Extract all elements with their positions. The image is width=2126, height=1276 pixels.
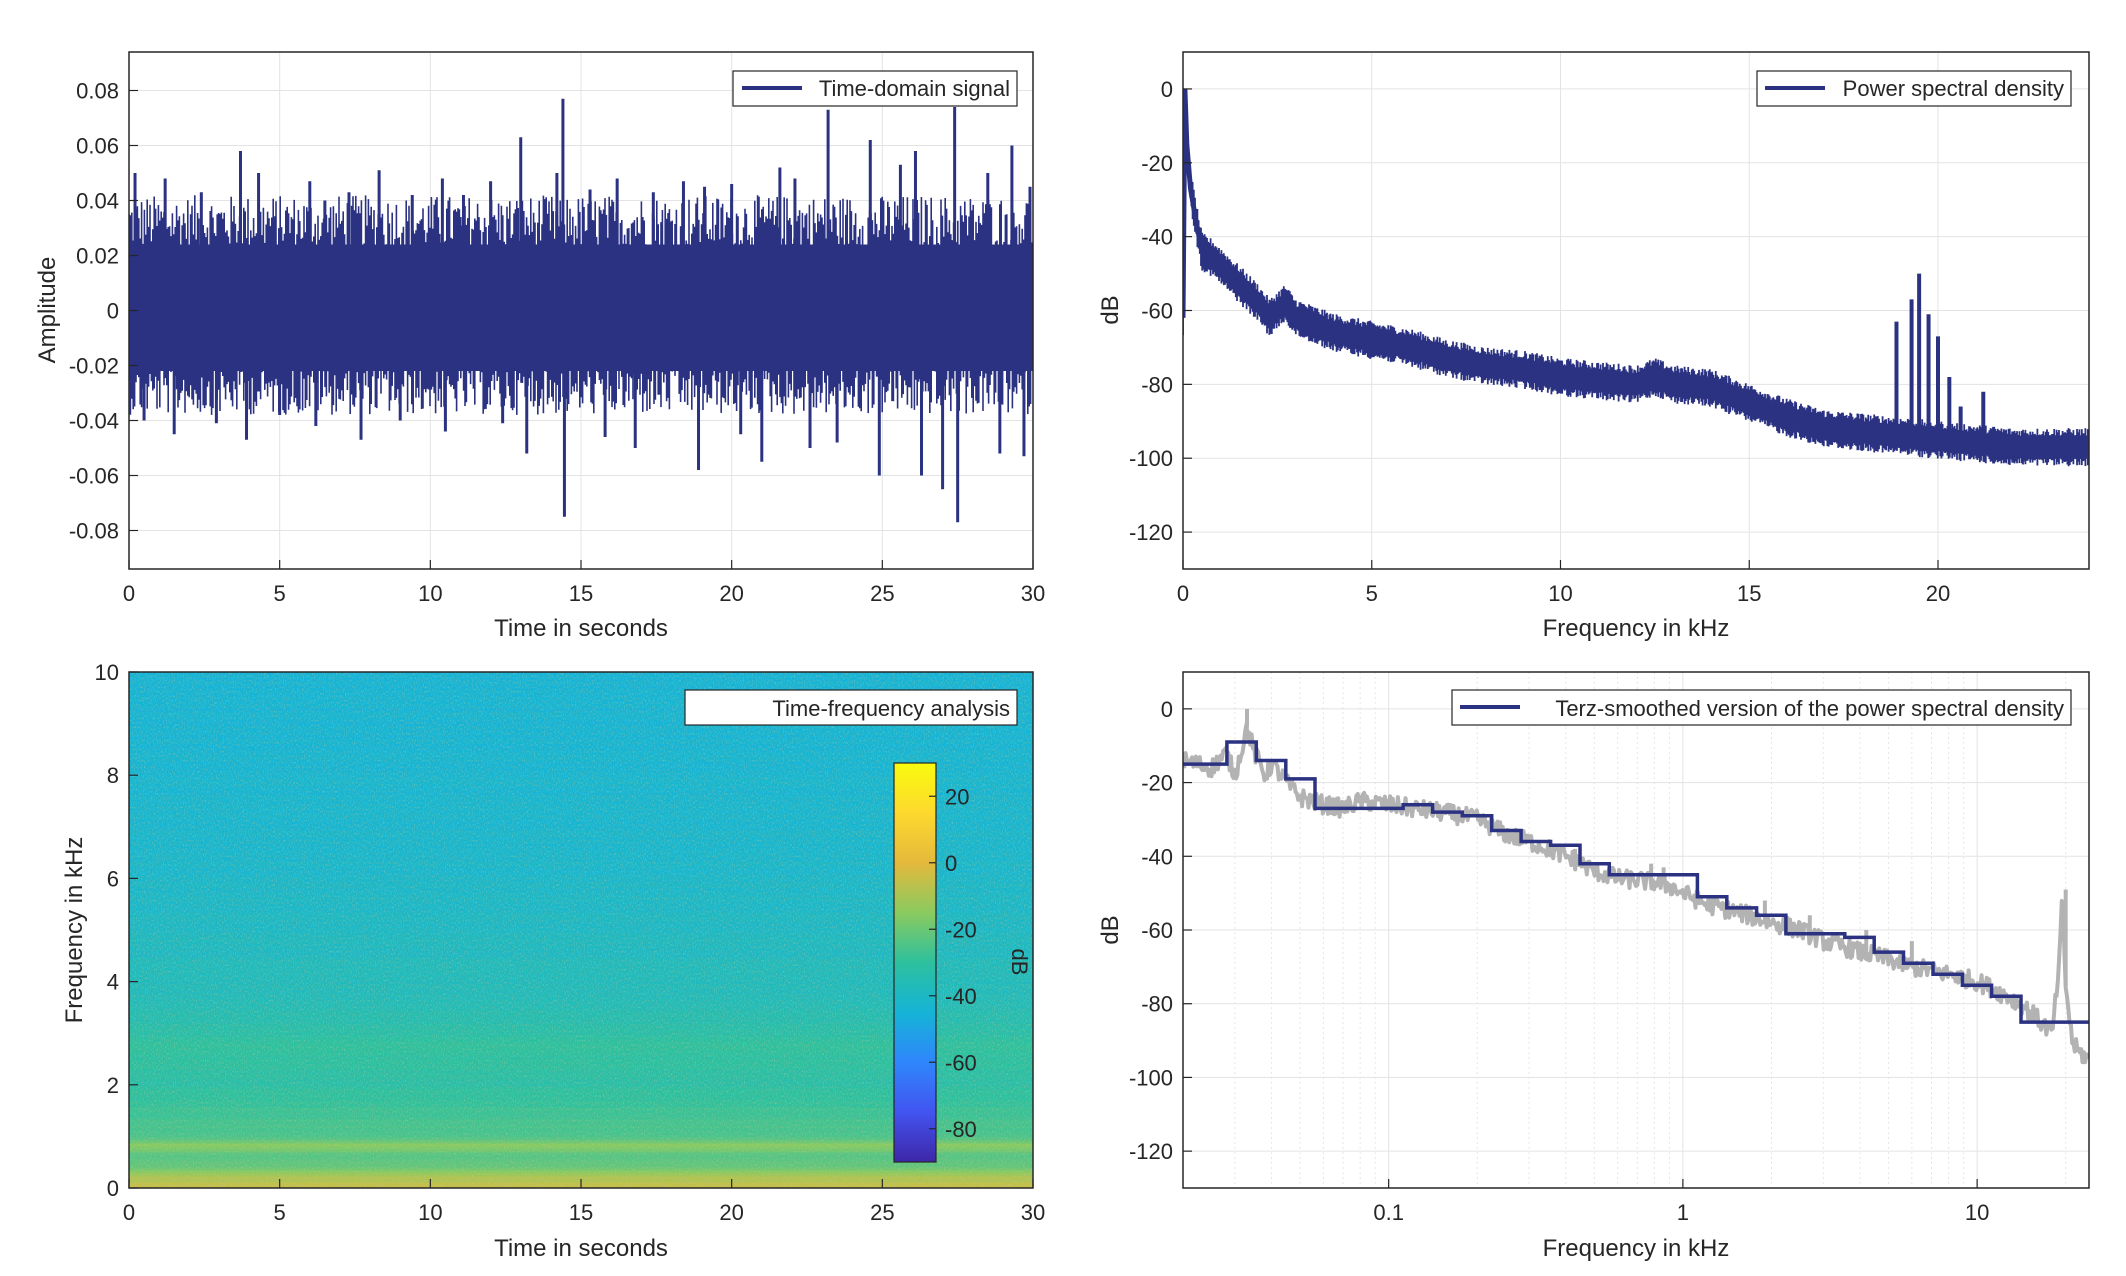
psd-center-line [1183,88,2089,450]
terz-xtick-label: 1 [1677,1200,1689,1225]
psd-xtick-label: 0 [1177,581,1189,606]
terz-ticks: 0.1 1 10 -120 -100 -80 -60 -40 -20 0 [1129,697,1989,1225]
spectrogram-legend-label: Time-frequency analysis [772,696,1010,721]
spectrogram-panel: 0 5 10 15 20 25 30 0 2 4 6 8 10 Time in seconds Freq… [61,660,1045,1262]
spectrogram-xtick-label: 30 [1021,1200,1045,1225]
time-ytick-label: -0.04 [69,409,119,434]
time-xtick-label: 30 [1021,581,1045,606]
spectrogram-xlabel: Time in seconds [494,1235,668,1262]
terz-xtick-label: 0.1 [1373,1200,1404,1225]
time-xtick-label: 20 [719,581,743,606]
time-ytick-label: 0 [107,299,119,324]
terz-panel: 0.1 1 10 -120 -100 -80 -60 -40 -20 0 Frequency in… [1097,671,2090,1262]
terz-grid [1183,672,2089,1188]
terz-ytick-label: -100 [1129,1065,1173,1090]
time-series-group [129,98,1033,523]
colorbar-tick-label: -60 [945,1050,977,1075]
spectrogram-legend-box [684,689,1018,726]
psd-ticks: 0 5 10 15 20 -120 -100 -80 -60 -40 -20 0 [1129,77,1950,606]
colorbar: -80 -60 -40 -20 0 20 dB [893,762,1032,1163]
terz-ytick-label: 0 [1161,697,1173,722]
psd-series-group [1183,88,2089,467]
spectrogram-xtick-label: 0 [123,1200,135,1225]
colorbar-ticks: -80 -60 -40 -20 0 20 [929,784,977,1142]
terz-ytick-label: -20 [1141,771,1173,796]
spectrogram-ytick-label: 0 [107,1176,119,1201]
psd-xtick-label: 15 [1737,581,1761,606]
terz-legend: Terz-smoothed version of the power spect… [1451,689,2072,726]
time-ytick-label: -0.06 [69,464,119,489]
time-xtick-label: 5 [274,581,286,606]
psd-ytick-label: -100 [1129,446,1173,471]
psd-xlabel: Frequency in kHz [1543,615,1730,642]
colorbar-tick-label: 20 [945,784,969,809]
psd-ytick-label: 0 [1161,77,1173,102]
spectrogram-xtick-label: 15 [569,1200,593,1225]
colorbar-tick-label: -20 [945,917,977,942]
spectrogram-ytick-label: 10 [95,660,119,685]
psd-legend: Power spectral density [1756,70,2072,107]
psd-ytick-label: -60 [1141,299,1173,324]
terz-ytick-label: -120 [1129,1139,1173,1164]
spectrogram-xtick-label: 25 [870,1200,894,1225]
spectrogram-xtick-label: 10 [418,1200,442,1225]
psd-legend-label: Power spectral density [1843,76,2064,101]
spectrogram-xtick-label: 5 [274,1200,286,1225]
time-xlabel: Time in seconds [494,615,668,642]
spectrogram-legend: Time-frequency analysis [684,689,1018,726]
terz-ytick-label: -40 [1141,844,1173,869]
psd-xtick-label: 10 [1548,581,1572,606]
terz-ytick-label: -60 [1141,918,1173,943]
spectrogram-noise [129,672,1033,1188]
time-ticks: 0 5 10 15 20 25 30 -0.08 -0.06 -0.04 -0.02 0 0.02 0.0… [69,79,1045,607]
time-ylabel: Amplitude [34,257,61,364]
psd-xtick-label: 5 [1366,581,1378,606]
psd-xtick-label: 20 [1926,581,1950,606]
colorbar-gradient [893,762,937,1163]
terz-ylabel: dB [1097,915,1124,944]
time-ytick-label: 0.04 [76,189,119,214]
psd-ytick-label: -120 [1129,520,1173,545]
time-ytick-label: 0.02 [76,244,119,269]
colorbar-tick-label: 0 [945,851,957,876]
terz-xtick-label: 10 [1965,1200,1989,1225]
spectrogram-xtick-label: 20 [719,1200,743,1225]
terz-xlabel: Frequency in kHz [1543,1235,1730,1262]
time-xtick-label: 0 [123,581,135,606]
time-legend: Time-domain signal [732,70,1018,107]
psd-ytick-label: -80 [1141,372,1173,397]
time-legend-label: Time-domain signal [819,76,1010,101]
spectrogram-ytick-label: 8 [107,763,119,788]
time-ytick-label: 0.08 [76,79,119,104]
terz-series-group [1183,708,2089,1065]
time-ytick-label: -0.08 [69,519,119,544]
time-signal-trace [129,195,1033,415]
psd-ytick-label: -20 [1141,151,1173,176]
colorbar-label: dB [1007,949,1032,976]
spectrogram-ytick-label: 4 [107,970,119,995]
psd-ytick-label: -40 [1141,225,1173,250]
time-xtick-label: 25 [870,581,894,606]
spectrogram-ticks: 0 5 10 15 20 25 30 0 2 4 6 8 10 [95,660,1046,1225]
terz-smoothed-step-line [1183,740,2089,1024]
colorbar-tick-label: -80 [945,1117,977,1142]
colorbar-tick-label: -40 [945,984,977,1009]
time-signal-panel: 0 5 10 15 20 25 30 -0.08 -0.06 -0.04 -0.02 0 0.02 0.0… [34,51,1045,642]
spectrogram-ytick-label: 6 [107,866,119,891]
terz-ytick-label: -80 [1141,992,1173,1017]
spectrogram-ylabel: Frequency in kHz [61,837,88,1024]
time-ytick-label: -0.02 [69,354,119,379]
terz-legend-label: Terz-smoothed version of the power spect… [1555,696,2064,721]
time-ytick-label: 0.06 [76,134,119,159]
time-xtick-label: 10 [418,581,442,606]
psd-ylabel: dB [1097,295,1124,324]
psd-panel: 0 5 10 15 20 -120 -100 -80 -60 -40 -20 0 Frequency … [1097,51,2090,642]
time-xtick-label: 15 [569,581,593,606]
terz-legend-box [1451,689,2072,726]
spectrogram-ytick-label: 2 [107,1073,119,1098]
